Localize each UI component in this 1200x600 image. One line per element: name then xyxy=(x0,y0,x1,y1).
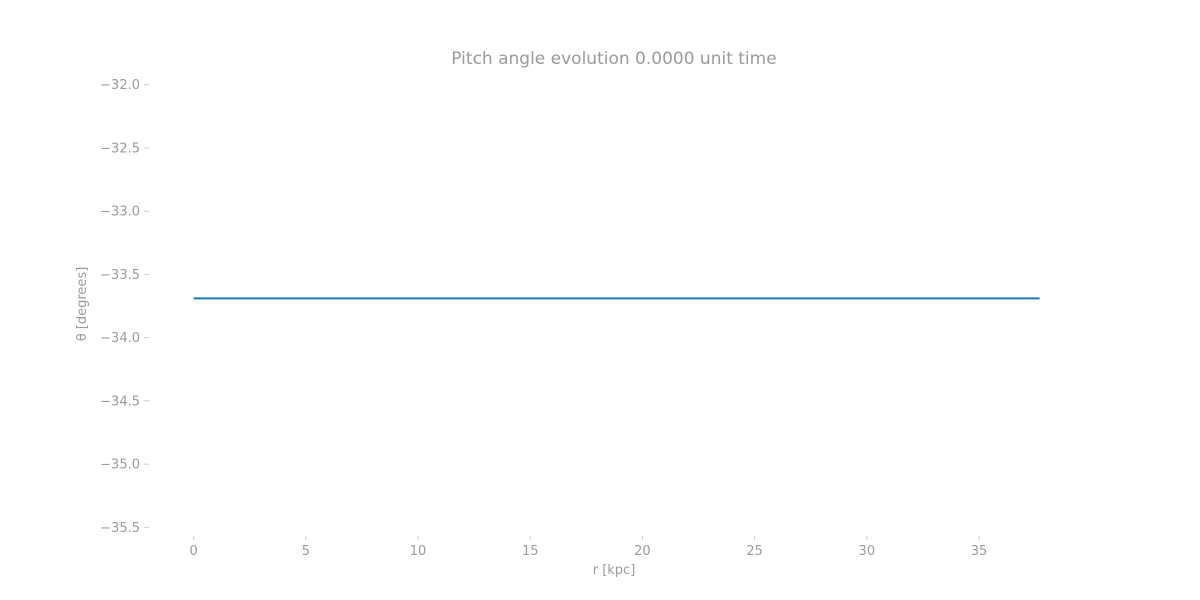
x-axis-label: r [kpc] xyxy=(593,563,636,578)
y-tick-label: −35.0 xyxy=(100,458,140,473)
y-tick-label: −34.0 xyxy=(100,331,140,346)
chart-title: Pitch angle evolution 0.0000 unit time xyxy=(451,49,776,69)
x-tick-label: 5 xyxy=(302,544,310,559)
x-tick-label: 30 xyxy=(859,544,876,559)
x-tick-label: 10 xyxy=(410,544,427,559)
y-tick-group: −32.0 −32.5 −33.0 −33.5 −34.0 −34.5 −35.0 −35.5 xyxy=(100,78,149,536)
x-tick-label: 35 xyxy=(971,544,988,559)
y-tick-label: −34.5 xyxy=(100,394,140,409)
y-tick-label: −33.0 xyxy=(100,205,140,220)
y-tick-label: −32.0 xyxy=(100,78,140,93)
x-tick-label: 15 xyxy=(522,544,539,559)
y-axis-label: θ [degrees] xyxy=(75,267,90,342)
x-tick-label: 25 xyxy=(746,544,763,559)
y-tick-label: −33.5 xyxy=(100,268,140,283)
x-tick-group: 0 5 10 15 20 25 30 35 xyxy=(190,536,988,559)
x-tick-label: 0 xyxy=(190,544,198,559)
x-tick-label: 20 xyxy=(634,544,651,559)
y-tick-label: −32.5 xyxy=(100,141,140,156)
y-tick-label: −35.5 xyxy=(100,521,140,536)
